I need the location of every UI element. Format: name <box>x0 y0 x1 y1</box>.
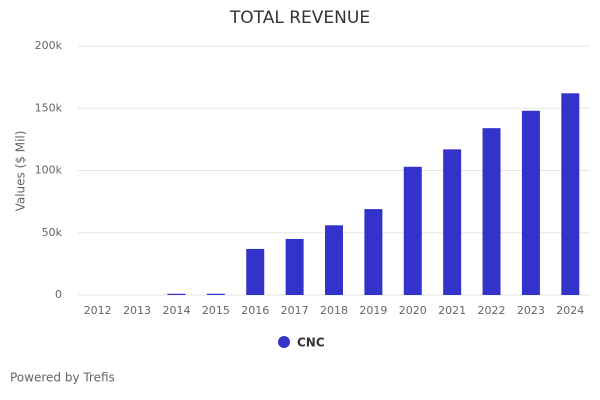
x-tick-label: 2023 <box>517 304 545 317</box>
x-tick-label: 2020 <box>399 304 427 317</box>
x-tick-label: 2015 <box>202 304 230 317</box>
y-tick-label: 100k <box>35 164 63 177</box>
y-tick-label: 200k <box>35 39 63 52</box>
y-tick-label: 0 <box>55 288 62 301</box>
x-tick-label: 2017 <box>281 304 309 317</box>
x-tick-label: 2021 <box>438 304 466 317</box>
legend-marker <box>278 336 290 348</box>
legend-label: CNC <box>297 336 325 350</box>
bar <box>325 225 343 295</box>
bar <box>206 293 225 295</box>
x-tick-label: 2016 <box>241 304 269 317</box>
y-tick-label: 50k <box>42 226 63 239</box>
bar <box>167 293 186 295</box>
x-tick-label: 2019 <box>359 304 387 317</box>
x-tick-label: 2012 <box>84 304 112 317</box>
bar <box>246 248 265 295</box>
x-tick-label: 2022 <box>478 304 506 317</box>
bar <box>364 209 383 295</box>
bar <box>285 238 304 295</box>
bar <box>521 110 540 296</box>
chart-title: TOTAL REVENUE <box>229 8 370 28</box>
bar <box>403 166 422 295</box>
x-tick-label: 2018 <box>320 304 348 317</box>
y-axis-label: Values ($ Mil) <box>14 131 28 212</box>
bar <box>482 128 501 295</box>
x-tick-label: 2024 <box>556 304 584 317</box>
y-tick-label: 150k <box>35 101 63 114</box>
footer: Powered by Trefis <box>10 371 115 385</box>
x-tick-label: 2014 <box>162 304 190 317</box>
x-tick-label: 2013 <box>123 304 151 317</box>
bar <box>443 149 462 295</box>
bar <box>561 93 580 295</box>
